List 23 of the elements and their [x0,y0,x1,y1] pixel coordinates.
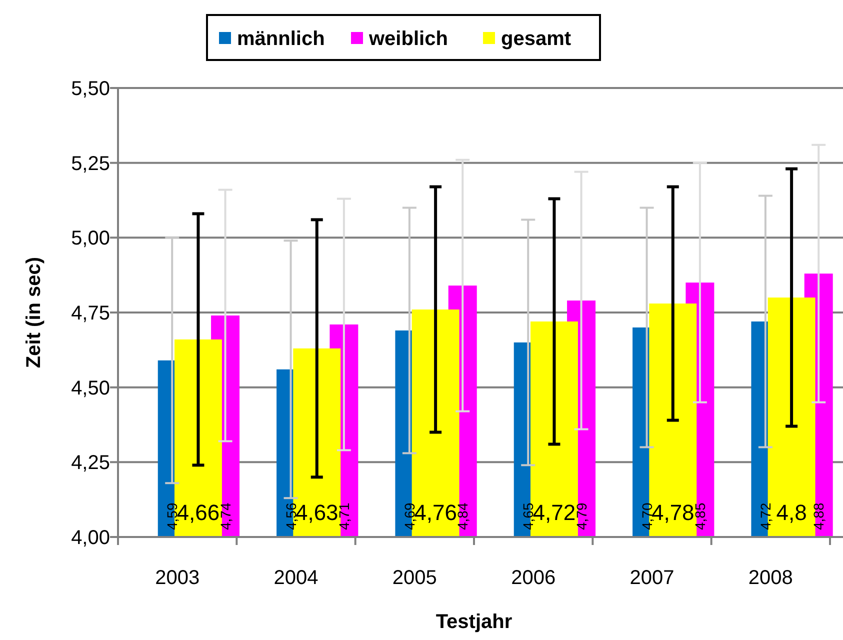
data-label: 4,72 [757,502,774,530]
data-label: 4,79 [573,502,590,530]
y-tick-label: 4,00 [71,527,110,549]
legend-label: männlich [237,28,325,50]
y-tick-label: 4,75 [71,302,110,324]
x-tick-label: 2008 [748,567,793,589]
x-tick-label: 2005 [392,567,437,589]
data-label: 4,84 [454,502,471,530]
y-tick-label: 4,25 [71,452,110,474]
y-tick-label: 5,50 [71,78,110,100]
data-label: 4,88 [810,502,827,530]
y-axis-title: Zeit (in sec) [23,256,45,368]
x-axis-title: Testjahr [436,611,512,633]
y-tick-label: 5,25 [71,152,110,175]
x-tick-label: 2006 [511,567,556,589]
legend-label: weiblich [368,28,448,50]
y-tick-label: 4,50 [71,377,110,400]
y-tick-label: 5,00 [71,228,110,250]
data-label: 4,8 [776,500,807,525]
legend-label: gesamt [501,28,572,50]
x-tick-label: 2004 [274,567,318,589]
x-tick-label: 2007 [630,567,674,589]
x-tick-label: 2003 [155,567,200,589]
